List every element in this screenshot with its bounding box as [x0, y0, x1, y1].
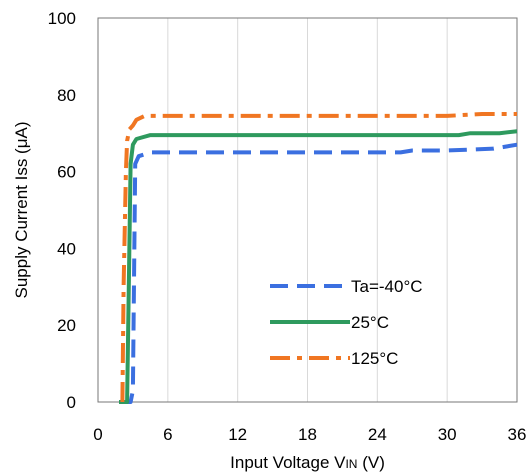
x-tick-label: 24	[368, 425, 387, 444]
legend: Ta=-40°C 25°C 125°C	[270, 277, 423, 368]
y-axis-title: Supply Current Iss (μA)	[12, 121, 31, 298]
series-layer	[119, 112, 518, 404]
y-tick-label: 100	[48, 9, 76, 28]
x-axis-title-subscript: IN	[345, 457, 357, 471]
legend-label-2: 125°C	[351, 349, 398, 368]
x-tick-label: 6	[163, 425, 172, 444]
series-line-0	[121, 142, 518, 404]
x-axis-title-unit: (V)	[357, 453, 384, 472]
x-tick-label: 36	[508, 425, 527, 444]
legend-label-1: 25°C	[351, 313, 389, 332]
series-line-1	[119, 129, 518, 404]
x-tick-label: 12	[228, 425, 247, 444]
x-tick-labels: 0 6 12 18 24 30 36	[93, 425, 526, 444]
x-axis-title-main: Input Voltage V	[230, 453, 346, 472]
series-line-2	[120, 112, 517, 403]
x-tick-label: 30	[438, 425, 457, 444]
y-tick-labels: 0 20 40 60 80 100	[48, 9, 76, 412]
y-tick-label: 60	[57, 163, 76, 182]
y-tick-label: 40	[57, 239, 76, 258]
gridlines	[167, 18, 448, 402]
y-tick-label: 80	[57, 86, 76, 105]
x-tick-label: 18	[298, 425, 317, 444]
y-tick-label: 0	[67, 393, 76, 412]
x-axis-title: Input Voltage VIN (V)	[230, 453, 385, 472]
y-tick-label: 20	[57, 316, 76, 335]
legend-label-0: Ta=-40°C	[351, 277, 423, 296]
plot-area-frame	[97, 17, 518, 403]
x-tick-label: 0	[93, 425, 102, 444]
